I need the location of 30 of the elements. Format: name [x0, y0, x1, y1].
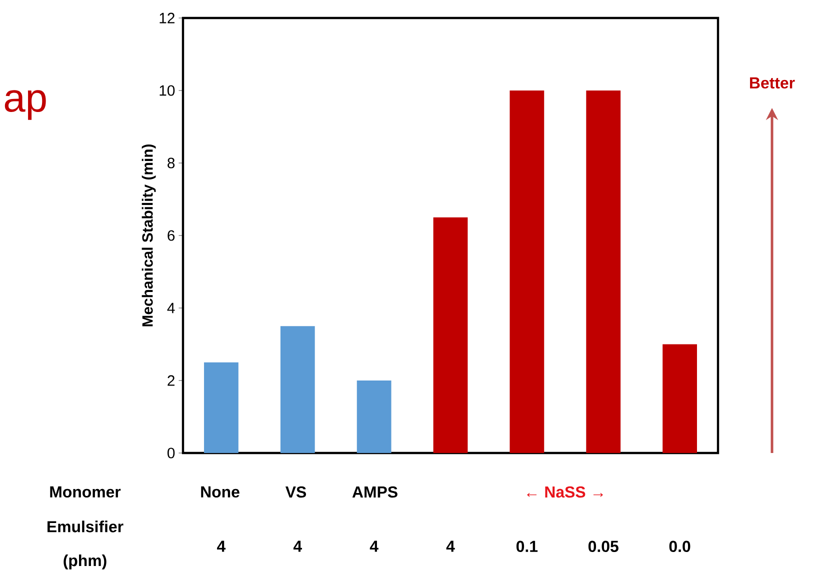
- text: ap: [4, 90, 46, 120]
- text: Emulsifier (phm): [48, 520, 124, 570]
- text: Better: [750, 77, 795, 89]
- y-tick-label: 4: [167, 302, 175, 314]
- x-tick-label: 0.0: [669, 540, 690, 552]
- text: None: [201, 486, 240, 498]
- bar: [662, 344, 697, 453]
- bar: [356, 380, 392, 453]
- text: VS: [285, 486, 306, 498]
- y-axis-title: Mechanical Stability (min): [142, 144, 156, 326]
- text: ← NaSS →: [527, 486, 603, 498]
- bar: [510, 90, 544, 453]
- y-tick-label: 10: [160, 85, 175, 96]
- x-tick-label: 4: [293, 540, 302, 552]
- bar: [204, 362, 238, 453]
- text: AMPS: [352, 486, 398, 498]
- x-tick-label: 4: [217, 540, 226, 552]
- x-tick-label: 4: [370, 540, 378, 552]
- y-tick-label: 6: [168, 230, 175, 241]
- y-tick-label: 0: [167, 448, 175, 458]
- text: Monomer: [50, 486, 121, 498]
- x-tick-label: 0.05: [588, 540, 618, 552]
- y-tick-label: 2: [168, 375, 174, 386]
- y-tick-label: 8: [168, 158, 175, 168]
- bar: [280, 326, 315, 453]
- bar: [433, 217, 468, 453]
- y-tick-label: 12: [160, 12, 174, 24]
- bar: [586, 90, 621, 453]
- x-tick-label: 0.1: [516, 540, 538, 552]
- x-tick-label: 4: [446, 540, 455, 552]
